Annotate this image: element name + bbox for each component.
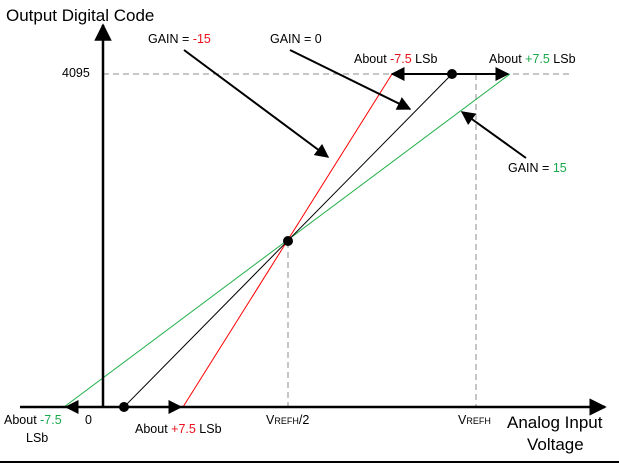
bottom-left-offset-label-line2: LSb (26, 431, 49, 445)
bottom-border-rule (0, 461, 619, 463)
gain-neg-pointer-arrow (183, 49, 330, 158)
gain-zero-label: GAIN = 0 (270, 32, 322, 46)
top-left-offset-label: About -7.5 LSb (354, 52, 438, 66)
y-axis-title: Output Digital Code (6, 6, 155, 25)
zero-scale-point (119, 402, 129, 412)
full-scale-point (447, 69, 457, 79)
gain-zero-pointer-arrow (289, 49, 412, 110)
midscale-point (283, 236, 293, 246)
bottom-right-offset-label: About +7.5 LSb (135, 422, 222, 436)
x-tick-vrefh: VREFH (458, 413, 491, 427)
x-axis-title-line1: Analog Input (507, 413, 603, 432)
x-tick-vrefh-half: VREFH/2 (266, 413, 310, 427)
x-tick-zero: 0 (85, 413, 92, 427)
gain-pos-label: GAIN = 15 (508, 161, 567, 175)
y-tick-4095: 4095 (62, 66, 90, 80)
bottom-left-offset-label: About -7.5 (4, 413, 62, 427)
gain-pos-pointer-arrow (460, 111, 527, 159)
top-right-offset-label: About +7.5 LSb (489, 52, 576, 66)
x-axis-title-line2: Voltage (527, 435, 584, 454)
gain-neg-label: GAIN = -15 (148, 32, 211, 46)
